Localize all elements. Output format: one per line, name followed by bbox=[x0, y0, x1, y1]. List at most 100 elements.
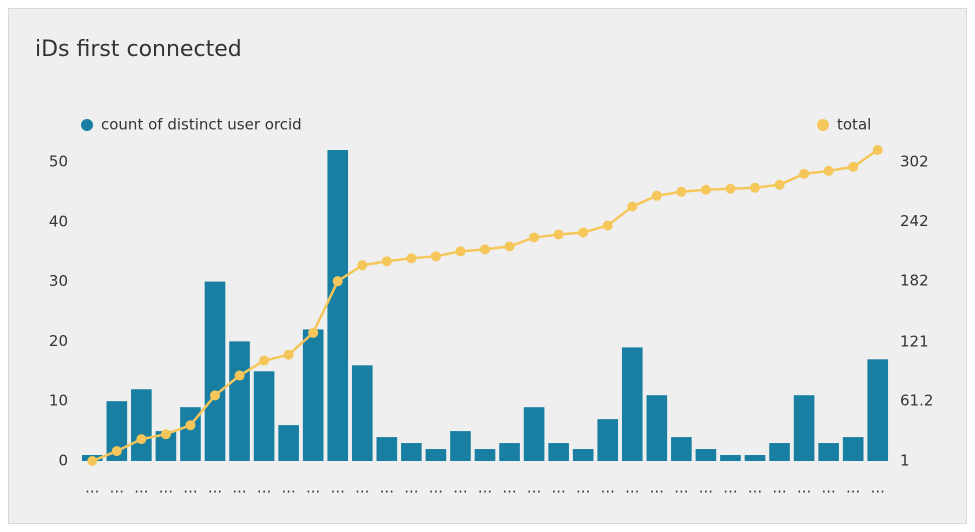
legend-marker bbox=[81, 119, 93, 131]
bar bbox=[229, 341, 250, 461]
x-tick-label: ... bbox=[257, 479, 271, 497]
x-tick-label: ... bbox=[232, 479, 246, 497]
point bbox=[799, 168, 810, 179]
bar bbox=[425, 449, 447, 461]
x-tick-label: ... bbox=[723, 479, 737, 497]
x-tick-label: ... bbox=[453, 479, 467, 497]
point bbox=[774, 179, 785, 190]
point bbox=[455, 246, 466, 257]
point bbox=[578, 227, 589, 238]
bar bbox=[744, 455, 766, 461]
y2-tick-label: 1 bbox=[900, 452, 910, 470]
x-tick-label: ... bbox=[159, 479, 173, 497]
x-tick-label: ... bbox=[429, 479, 443, 497]
y-tick-label: 0 bbox=[58, 452, 68, 470]
x-tick-label: ... bbox=[846, 479, 860, 497]
x-tick-label: ... bbox=[674, 479, 688, 497]
y2-tick-label: 61.2 bbox=[900, 392, 933, 410]
point bbox=[283, 349, 294, 360]
bar bbox=[621, 347, 643, 461]
x-tick-label: ... bbox=[576, 479, 590, 497]
bar bbox=[842, 437, 864, 461]
x-tick-label: ... bbox=[527, 479, 541, 497]
bar bbox=[131, 389, 152, 461]
point bbox=[750, 182, 760, 193]
point bbox=[185, 420, 196, 431]
y2-tick-label: 302 bbox=[900, 152, 929, 170]
y-tick-label: 20 bbox=[49, 332, 68, 350]
x-tick-label: ... bbox=[134, 479, 148, 497]
bar bbox=[155, 431, 177, 461]
point bbox=[872, 145, 883, 155]
x-tick-label: ... bbox=[772, 479, 786, 497]
point bbox=[725, 183, 736, 194]
point bbox=[210, 390, 220, 401]
legend-label: total bbox=[837, 116, 871, 134]
point bbox=[602, 220, 613, 231]
x-tick-label: ... bbox=[601, 479, 615, 497]
point bbox=[308, 327, 319, 338]
x-tick-label: ... bbox=[821, 479, 835, 497]
x-tick-label: ... bbox=[551, 479, 565, 497]
bar bbox=[818, 443, 839, 461]
point bbox=[136, 434, 147, 445]
bar bbox=[523, 407, 545, 461]
point bbox=[627, 201, 638, 212]
point bbox=[504, 241, 515, 252]
bar bbox=[548, 443, 569, 461]
point bbox=[651, 190, 662, 201]
x-tick-label: ... bbox=[748, 479, 762, 497]
bar bbox=[769, 443, 790, 461]
y-tick-label: 40 bbox=[49, 212, 68, 230]
bar bbox=[351, 365, 373, 461]
point bbox=[529, 232, 540, 243]
point bbox=[406, 253, 417, 264]
x-tick-label: ... bbox=[650, 479, 664, 497]
bar bbox=[597, 419, 619, 461]
point bbox=[381, 256, 392, 267]
x-tick-label: ... bbox=[625, 479, 639, 497]
x-tick-label: ... bbox=[281, 479, 295, 497]
point bbox=[332, 276, 343, 287]
y2-tick-label: 242 bbox=[900, 212, 929, 230]
y2-tick-label: 121 bbox=[900, 332, 929, 350]
legend-marker bbox=[817, 119, 829, 131]
x-tick-label: ... bbox=[797, 479, 811, 497]
bar bbox=[253, 371, 275, 461]
point bbox=[553, 229, 564, 240]
point bbox=[430, 251, 441, 262]
x-tick-label: ... bbox=[208, 479, 222, 497]
point bbox=[480, 244, 490, 255]
bar bbox=[695, 449, 717, 461]
point bbox=[848, 161, 859, 172]
bar bbox=[671, 437, 692, 461]
point bbox=[357, 260, 368, 271]
x-tick-label: ... bbox=[699, 479, 713, 497]
point bbox=[259, 355, 270, 366]
bar bbox=[302, 329, 324, 461]
bar bbox=[401, 443, 422, 461]
x-tick-label: ... bbox=[404, 479, 418, 497]
x-tick-label: ... bbox=[183, 479, 197, 497]
legend-label: count of distinct user orcid bbox=[101, 116, 302, 134]
x-tick-label: ... bbox=[306, 479, 320, 497]
point bbox=[111, 446, 122, 457]
y-tick-label: 30 bbox=[49, 272, 68, 290]
point bbox=[676, 186, 687, 197]
bar bbox=[867, 359, 889, 461]
bar bbox=[646, 395, 668, 461]
bar bbox=[278, 425, 299, 461]
x-tick-label: ... bbox=[85, 479, 99, 497]
bar bbox=[572, 449, 594, 461]
x-tick-label: ... bbox=[478, 479, 492, 497]
point bbox=[87, 456, 98, 466]
bar bbox=[720, 455, 741, 461]
x-tick-label: ... bbox=[110, 479, 124, 497]
point bbox=[823, 165, 834, 176]
bar bbox=[204, 281, 226, 461]
bar bbox=[376, 437, 398, 461]
bar bbox=[450, 431, 471, 461]
x-tick-label: ... bbox=[502, 479, 516, 497]
bar bbox=[499, 443, 520, 461]
